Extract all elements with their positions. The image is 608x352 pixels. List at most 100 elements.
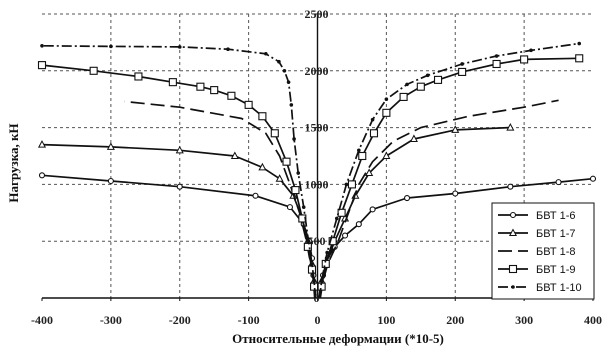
data-point [328, 237, 337, 246]
x-tick-label: 0 [315, 313, 321, 327]
data-point [405, 82, 409, 87]
data-point [365, 168, 374, 177]
series-line-left [41, 64, 317, 299]
data-point [275, 174, 284, 182]
data-point [40, 44, 44, 48]
data-point [416, 82, 425, 91]
series-line-left [41, 44, 317, 299]
y-tick-label: 1500 [305, 121, 329, 135]
data-point [451, 125, 460, 133]
data-point [369, 129, 379, 138]
data-point [460, 62, 464, 66]
data-point [277, 59, 281, 64]
data-point [38, 172, 46, 179]
data-point [270, 129, 279, 138]
x-tick-label: 200 [446, 313, 464, 327]
x-tick-label: 400 [584, 313, 602, 327]
data-point [334, 216, 339, 221]
data-point [37, 140, 47, 148]
data-point [319, 279, 324, 283]
data-point [303, 242, 312, 251]
series-line-right [318, 42, 580, 299]
legend-label: БВТ 1-6 [536, 210, 576, 222]
y-tick-label: 1000 [305, 177, 329, 191]
data-point [357, 148, 361, 153]
x-tick-label: -300 [100, 313, 122, 327]
y-axis-title: Нагрузка, кН [6, 123, 21, 202]
x-tick-label: -100 [238, 313, 260, 327]
data-point [291, 186, 300, 195]
data-point [337, 208, 346, 217]
data-point [425, 73, 430, 78]
data-point [106, 142, 115, 150]
x-axis-title: Относительные деформации (*10-5) [232, 331, 444, 346]
data-point [399, 92, 408, 101]
data-point [210, 86, 219, 95]
data-point [177, 45, 182, 49]
data-point [258, 162, 267, 171]
data-point [529, 48, 533, 53]
y-tick-label: 0 [314, 291, 320, 305]
data-point [37, 61, 47, 70]
data-point [492, 59, 501, 69]
data-point [310, 262, 314, 266]
data-point [252, 192, 259, 199]
x-tick-label: 100 [377, 313, 395, 327]
data-point [286, 204, 294, 211]
legend-label: БВТ 1-7 [536, 228, 576, 240]
data-point [370, 117, 375, 122]
data-point [458, 67, 467, 76]
series-line-left [41, 143, 317, 299]
data-point [244, 100, 253, 109]
data-point [494, 54, 499, 58]
data-point [507, 183, 514, 190]
data-point [296, 171, 301, 175]
data-point [134, 72, 143, 81]
y-tick-label: 2000 [305, 64, 329, 78]
data-point [341, 232, 349, 239]
data-point [575, 54, 584, 63]
data-point [196, 82, 205, 91]
series-layer [37, 41, 597, 299]
data-point [589, 175, 597, 182]
data-point [355, 221, 362, 228]
data-point [227, 91, 236, 100]
data-point [358, 151, 367, 161]
data-point [506, 123, 515, 131]
data-point [555, 179, 562, 186]
data-point [230, 151, 239, 159]
data-point [175, 145, 184, 154]
data-point [382, 108, 391, 117]
data-point [452, 190, 459, 197]
data-point [289, 103, 294, 107]
x-tick-label: -400 [31, 313, 53, 327]
data-point [306, 239, 311, 243]
y-tick-label: 2500 [305, 7, 329, 21]
legend-label: БВТ 1-10 [536, 282, 582, 294]
series-line-left [124, 100, 316, 299]
x-tick-label: -200 [169, 313, 191, 327]
data-point [409, 134, 418, 142]
series-line-left [41, 174, 317, 298]
data-point [384, 97, 389, 101]
data-point [508, 264, 518, 274]
y-tick-label: 500 [308, 234, 326, 248]
series-4 [37, 54, 584, 299]
data-point [403, 194, 411, 202]
data-point [433, 75, 443, 84]
series-line-right [318, 57, 580, 299]
data-point [577, 41, 582, 46]
data-point [89, 66, 98, 75]
data-point [347, 180, 356, 189]
data-point [226, 47, 230, 52]
data-point [286, 80, 291, 84]
legend-label: БВТ 1-9 [536, 264, 576, 276]
data-point [176, 183, 183, 190]
data-point [382, 151, 391, 159]
data-point [264, 51, 268, 56]
data-point [520, 55, 529, 64]
data-point [511, 285, 515, 289]
data-point [325, 250, 329, 255]
